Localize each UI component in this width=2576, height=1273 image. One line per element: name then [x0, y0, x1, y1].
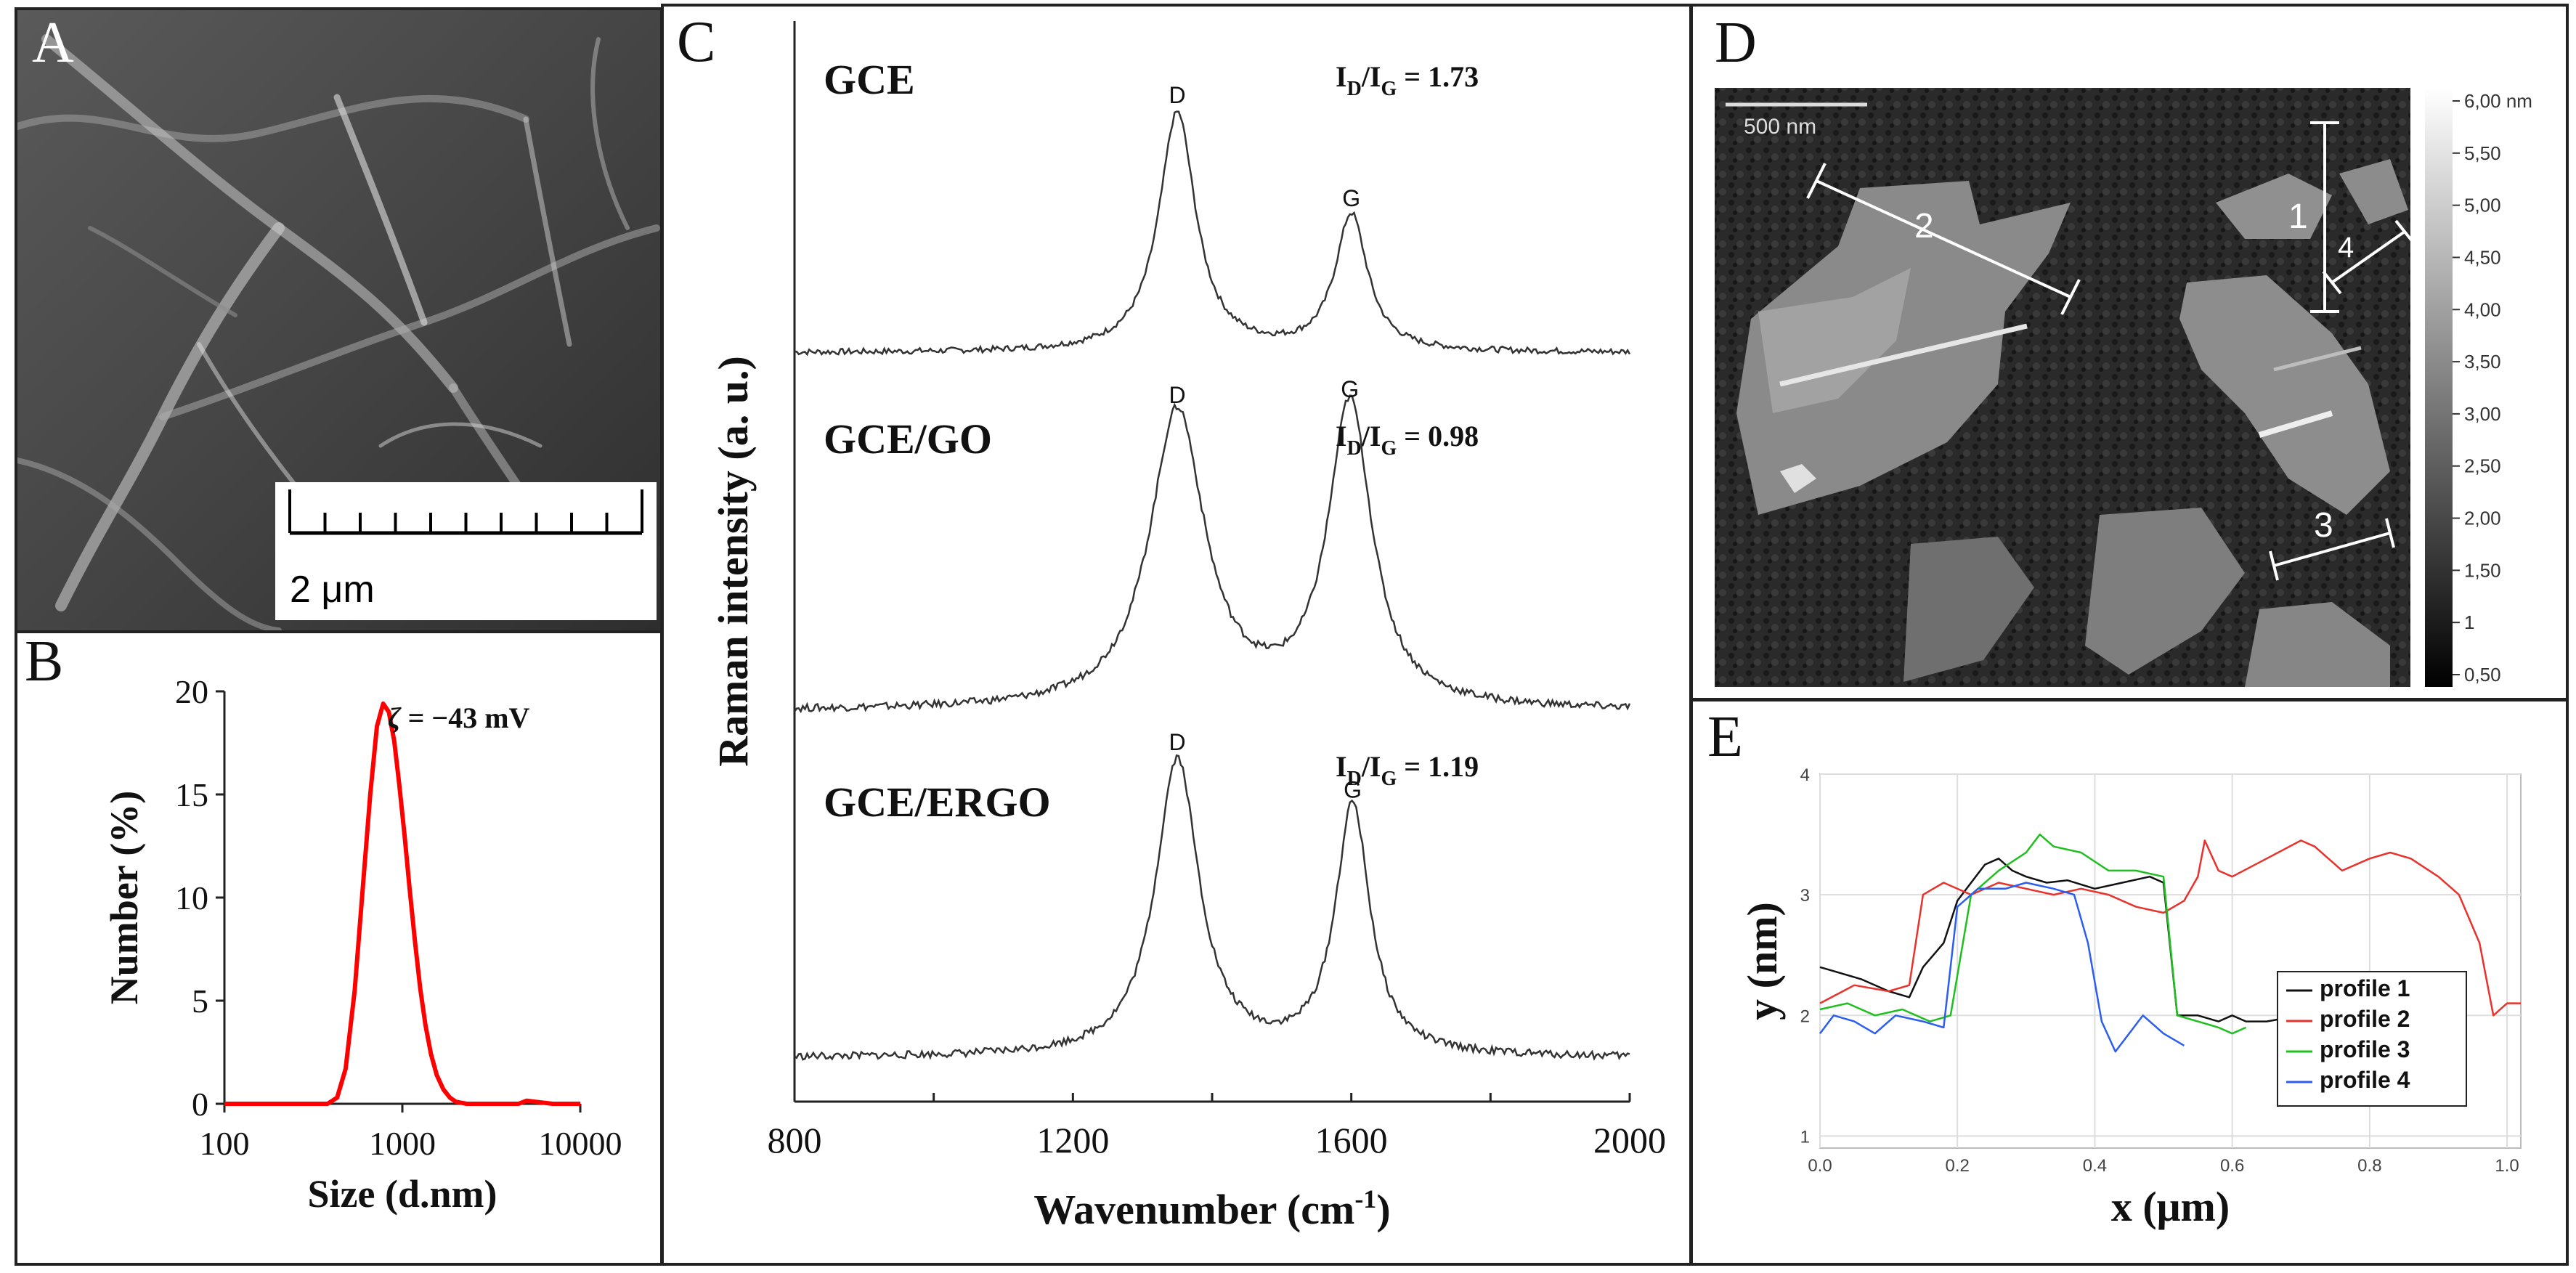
- peak-label-d: D: [1169, 729, 1186, 755]
- colorbar-tick-label: 3,00: [2464, 403, 2501, 425]
- profile-line-4: [2331, 230, 2406, 284]
- raman-spectrum-3: [794, 754, 1630, 1061]
- y-tick-label: 0: [192, 1086, 208, 1123]
- scale-bar: [288, 489, 643, 535]
- x-tick-label: 800: [768, 1120, 822, 1160]
- legend-entry: profile 3: [2320, 1036, 2410, 1062]
- colorbar-tick-label: 4,00: [2464, 298, 2501, 320]
- y-tick-label: 3: [1800, 886, 1810, 906]
- x-tick-label: 0.4: [2083, 1156, 2107, 1176]
- chart-c: C 800 1200 1600 2000 Wavenumber (cm-1) Raman i…: [677, 10, 1666, 1233]
- profile-number-3: 3: [2314, 506, 2333, 545]
- zeta-annotation: ζ = −43 mV: [388, 701, 530, 734]
- legend-entry: profile 2: [2320, 1006, 2410, 1032]
- colorbar-tick-label: 2,50: [2464, 455, 2501, 477]
- y-tick-label: 15: [175, 776, 208, 813]
- profile-lines: [1806, 121, 2415, 581]
- colorbar-tick-label: 3,50: [2464, 351, 2501, 373]
- legend-entry: profile 1: [2320, 975, 2410, 1001]
- x-tick-label: 10000: [539, 1125, 622, 1162]
- peak-label-g: G: [1342, 185, 1360, 211]
- scale-bar-label: 2 μm: [290, 569, 375, 611]
- colorbar-tick-label: 6,00 nm: [2464, 90, 2532, 112]
- chart-e: E 0.0 0.2 0.4 0.6 0.8 1.0 1 2 3 4 profile 1 profile …: [1707, 705, 2522, 1230]
- x-tick-label: 0.2: [1946, 1156, 1970, 1176]
- spectrum-name: GCE/GO: [824, 415, 992, 463]
- spectrum-name: GCE: [824, 56, 915, 103]
- raman-spectrum-2: [793, 394, 1631, 714]
- x-axis-title: Size (d.nm): [308, 1172, 497, 1216]
- y-tick-label: 1: [1800, 1127, 1810, 1147]
- profile-number-1: 1: [2288, 198, 2308, 236]
- x-tick-label: 0.6: [2220, 1156, 2244, 1176]
- colorbar-tick-label: 4,50: [2464, 246, 2501, 268]
- x-tick-label: 1000: [369, 1125, 436, 1162]
- colorbar-tick-label: 5,50: [2464, 142, 2501, 164]
- legend-entry: profile 4: [2320, 1067, 2410, 1093]
- legend: [2277, 971, 2467, 1107]
- y-tick-label: 4: [1800, 765, 1810, 785]
- y-tick-label: 5: [192, 983, 208, 1020]
- colorbar: [2425, 88, 2453, 687]
- y-axis-title: Number (%): [102, 791, 146, 1004]
- chart-b: B 0 5 10 15 20 100 1000 10000 ζ = −43 mV Size (d.n…: [25, 633, 622, 1216]
- colorbar-tick-label: 2,00: [2464, 508, 2501, 529]
- peak-label-g: G: [1344, 777, 1362, 803]
- profile-line-2: [1816, 179, 2071, 298]
- profile-line-4: [1819, 882, 2185, 1053]
- panel-e: E 0.0 0.2 0.4 0.6 0.8 1.0 1 2 3 4 profile 1 profile …: [1690, 699, 2569, 1266]
- y-tick-label: 2: [1800, 1006, 1810, 1026]
- spectrum-name: GCE/ERGO: [824, 778, 1051, 826]
- profile-line-3: [1819, 833, 2247, 1035]
- panel-c: C 800 1200 1600 2000 Wavenumber (cm-1) Raman i…: [661, 4, 1692, 1266]
- colorbar-tick-label: 0,50: [2464, 664, 2501, 686]
- x-axis-title: Wavenumber (cm-1): [1033, 1184, 1390, 1233]
- id-ig-ratio: ID/IG = 1.73: [1336, 60, 1479, 100]
- peak-label-g: G: [1341, 376, 1359, 402]
- panel-label-a: A: [32, 11, 74, 75]
- panel-label-d: D: [1715, 11, 1757, 75]
- sem-image: 2 μm: [17, 10, 660, 630]
- profile-line-2: [1819, 839, 2521, 1017]
- x-tick-label: 1600: [1315, 1120, 1388, 1160]
- colorbar-tick-label: 5,00: [2464, 195, 2501, 216]
- x-axis-title: x (μm): [2111, 1183, 2230, 1230]
- panel-label-b: B: [25, 633, 63, 694]
- panel-b: B 0 5 10 15 20 100 1000 10000 ζ = −43 mV Size (d.n…: [15, 630, 663, 1266]
- panel-label-c: C: [677, 10, 715, 74]
- profile-number-2: 2: [1914, 207, 1934, 245]
- scale-bar-box: [275, 482, 657, 620]
- panel-a: 2 μm A: [15, 7, 663, 633]
- x-tick-label: 1.0: [2495, 1156, 2519, 1176]
- x-tick-label: 100: [200, 1125, 250, 1162]
- peak-label-d: D: [1169, 382, 1186, 408]
- peak-label-d: D: [1169, 82, 1186, 108]
- x-tick-label: 0.0: [1808, 1156, 1832, 1176]
- raman-spectrum-1: [794, 110, 1631, 357]
- afm-flakes: [1736, 159, 2408, 687]
- id-ig-ratio: ID/IG = 0.98: [1336, 420, 1479, 460]
- profile-line-3: [2273, 532, 2391, 567]
- x-tick-label: 2000: [1593, 1120, 1666, 1160]
- afm-scale-label: 500 nm: [1744, 115, 1816, 139]
- panel-label-e: E: [1707, 705, 1743, 769]
- afm-image: 500 nm 1 2 3 4 6,00 nm 5,50 5,00 4,50 4,00 3,…: [1715, 88, 2532, 687]
- size-distribution-line: [224, 701, 580, 1106]
- y-tick-label: 10: [175, 879, 208, 916]
- colorbar-tick-label: 1: [2464, 611, 2474, 633]
- colorbar-tick-label: 1,50: [2464, 559, 2501, 581]
- profile-number-4: 4: [2338, 232, 2354, 264]
- y-axis-title: y (nm): [1739, 902, 1786, 1020]
- profile-line-1: [1819, 858, 2288, 1022]
- colorbar-ticks: 6,00 nm 5,50 5,00 4,50 4,00 3,50 3,00 2,50 2,00 1…: [2453, 90, 2532, 686]
- x-tick-label: 1200: [1036, 1120, 1109, 1160]
- y-axis-title: Raman intensity (a. u.): [710, 356, 757, 767]
- id-ig-ratio: ID/IG = 1.19: [1336, 750, 1479, 790]
- y-tick-label: 20: [175, 673, 208, 710]
- x-tick-label: 0.8: [2357, 1156, 2381, 1176]
- panel-d: 500 nm 1 2 3 4 6,00 nm 5,50 5,00 4,50 4,00 3,…: [1690, 4, 2569, 701]
